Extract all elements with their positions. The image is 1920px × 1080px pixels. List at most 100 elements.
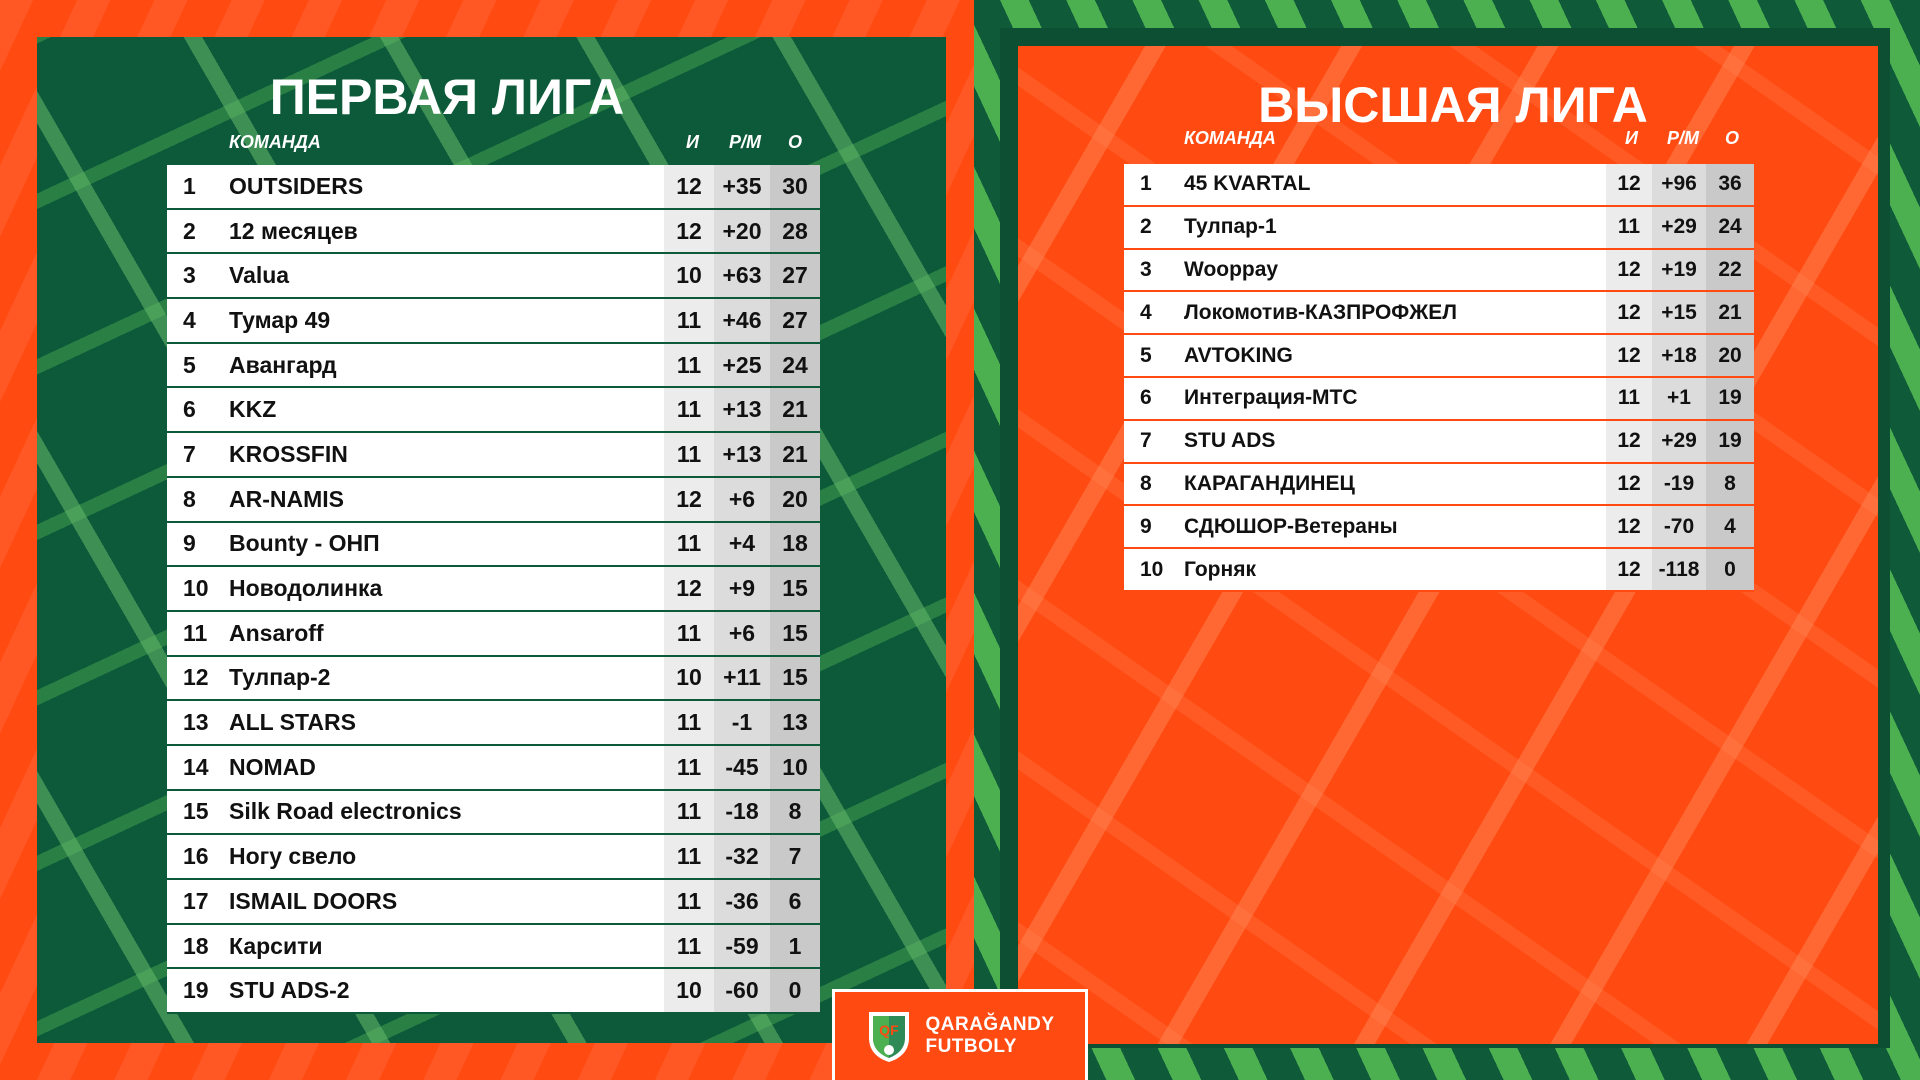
row-team-name: STU ADS-2 [229, 977, 350, 1004]
row-points: 15 [770, 656, 820, 700]
row-goal-diff: +96 [1652, 164, 1706, 205]
table-row: 18 Карсити 11 -59 1 [167, 924, 820, 970]
row-played: 10 [664, 254, 714, 298]
row-position: 10 [1140, 557, 1164, 581]
row-points: 13 [770, 701, 820, 744]
row-position: 13 [183, 709, 209, 736]
row-goal-diff: +9 [714, 567, 770, 610]
logo-text: QARAĞANDY FUTBOLY [925, 1014, 1054, 1058]
row-team-name: OUTSIDERS [229, 172, 364, 199]
top-league-panel: ВЫСШАЯ ЛИГА КОМАНДА И Р/М О 1 45 KVARTAL 1… [1018, 46, 1878, 1044]
row-position: 6 [1140, 386, 1152, 410]
table-row: 6 Интеграция-МТС 11 +1 19 [1124, 377, 1754, 421]
row-team-name: 45 KVARTAL [1184, 172, 1311, 196]
table-row: 8 AR-NAMIS 12 +6 20 [167, 477, 820, 523]
row-points: 15 [770, 611, 820, 655]
row-points: 36 [1706, 164, 1754, 205]
row-team-name: СДЮШОР-Ветераны [1184, 514, 1398, 538]
row-played: 11 [664, 701, 714, 744]
row-points: 0 [770, 969, 820, 1013]
row-played: 11 [664, 745, 714, 789]
row-points: 20 [1706, 335, 1754, 376]
row-position: 19 [183, 977, 209, 1004]
logo-line-2: FUTBOLY [925, 1036, 1017, 1057]
row-position: 9 [183, 530, 196, 557]
header-goal-diff: Р/М [1667, 128, 1700, 148]
row-played: 11 [1606, 377, 1652, 419]
qaragandy-futboly-logo: QF QARAĞANDY FUTBOLY [832, 989, 1088, 1080]
row-team-name: 12 месяцев [229, 217, 358, 244]
row-position: 11 [183, 619, 208, 646]
row-position: 4 [183, 306, 196, 333]
row-goal-diff: +46 [714, 299, 770, 342]
row-team-name: Bounty - ОНП [229, 530, 380, 557]
first-league-title: ПЕРВАЯ ЛИГА [269, 69, 625, 125]
table-row: 5 AVTOKING 12 +18 20 [1124, 335, 1754, 378]
row-points: 22 [1706, 249, 1754, 291]
row-played: 11 [664, 790, 714, 834]
header-goal-diff: Р/М [729, 132, 762, 152]
row-points: 30 [770, 165, 820, 208]
table-row: 1 45 KVARTAL 12 +96 36 [1124, 164, 1754, 207]
row-position: 3 [183, 262, 196, 289]
row-points: 0 [1706, 549, 1754, 590]
row-played: 12 [1606, 463, 1652, 505]
row-position: 8 [183, 485, 196, 512]
row-points: 4 [1706, 506, 1754, 548]
row-goal-diff: +20 [714, 209, 770, 253]
row-team-name: ALL STARS [229, 709, 356, 736]
row-position: 16 [183, 843, 209, 870]
row-goal-diff: +6 [714, 611, 770, 655]
row-played: 10 [664, 656, 714, 700]
table-row: 10 Новодолинка 12 +9 15 [167, 567, 820, 612]
row-goal-diff: -70 [1652, 506, 1706, 548]
table-row: 8 КАРАГАНДИНЕЦ 12 -19 8 [1124, 463, 1754, 507]
row-goal-diff: +4 [714, 522, 770, 566]
row-team-name: Silk Road electronics [229, 798, 462, 825]
row-team-name: Тулпар-1 [1184, 215, 1277, 239]
row-position: 1 [1140, 172, 1152, 196]
row-points: 18 [770, 522, 820, 566]
row-team-name: Valua [229, 262, 290, 289]
row-position: 5 [1140, 343, 1152, 367]
shield-letters: QF [880, 1022, 900, 1038]
row-goal-diff: -1 [714, 701, 770, 744]
row-points: 1 [770, 924, 820, 968]
row-points: 20 [770, 477, 820, 521]
header-points: О [788, 132, 803, 152]
row-goal-diff: +63 [714, 254, 770, 298]
row-team-name: Ansaroff [229, 619, 324, 646]
row-team-name: KROSSFIN [229, 440, 348, 467]
row-goal-diff: -59 [714, 924, 770, 968]
row-goal-diff: -45 [714, 745, 770, 789]
row-goal-diff: +35 [714, 165, 770, 208]
row-points: 15 [770, 567, 820, 610]
row-points: 6 [770, 880, 820, 923]
row-points: 27 [770, 299, 820, 342]
logo-line-1: QARAĞANDY [925, 1014, 1055, 1035]
row-team-name: Новодолинка [229, 575, 383, 602]
table-row: 3 Wooppay 12 +19 22 [1124, 249, 1754, 293]
row-position: 9 [1140, 514, 1152, 538]
row-position: 3 [1140, 257, 1152, 281]
row-points: 7 [770, 835, 820, 878]
row-points: 8 [770, 790, 820, 834]
row-team-name: AR-NAMIS [229, 485, 344, 512]
header-played: И [686, 132, 699, 152]
row-team-name: Авангард [229, 351, 337, 378]
row-played: 12 [1606, 292, 1652, 334]
row-played: 11 [664, 433, 714, 476]
table-row: 2 12 месяцев 12 +20 28 [167, 209, 820, 255]
row-position: 5 [183, 351, 196, 378]
row-goal-diff: -19 [1652, 463, 1706, 505]
header-team: КОМАНДА [229, 132, 321, 152]
row-team-name: NOMAD [229, 753, 316, 780]
header-points: О [1725, 128, 1740, 148]
row-position: 2 [1140, 215, 1152, 239]
table-row: 19 STU ADS-2 10 -60 0 [167, 969, 820, 1015]
row-played: 11 [664, 299, 714, 342]
table-row: 12 Тулпар-2 10 +11 15 [167, 656, 820, 702]
row-points: 19 [1706, 377, 1754, 419]
table-row: 14 NOMAD 11 -45 10 [167, 745, 820, 791]
row-team-name: Карсити [229, 932, 323, 959]
